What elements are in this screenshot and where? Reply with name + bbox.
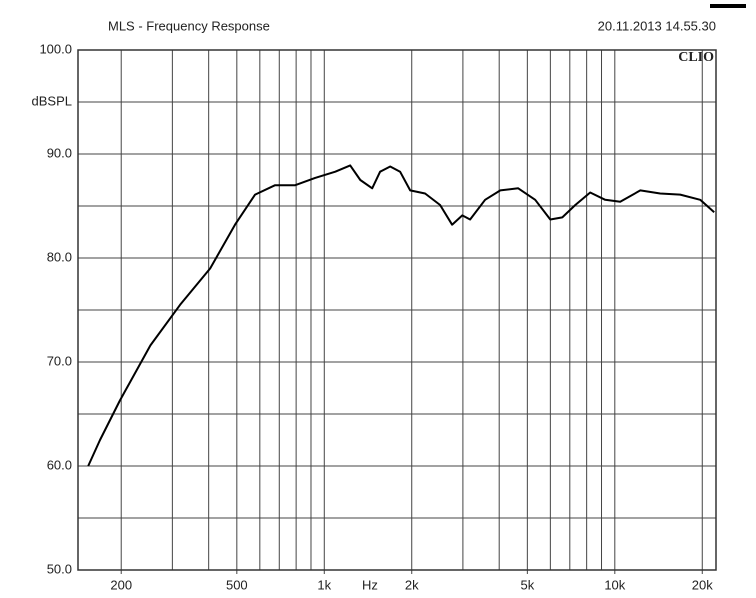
y-tick-label: 90.0 [47, 145, 72, 160]
timestamp: 20.11.2013 14.55.30 [598, 18, 716, 33]
chart-title: MLS - Frequency Response [108, 18, 270, 33]
y-tick-label: 100.0 [39, 41, 72, 56]
x-tick-label: 1k [317, 577, 331, 592]
x-tick-label: 2k [405, 577, 419, 592]
x-tick-label: 200 [110, 577, 132, 592]
y-tick-label: 80.0 [47, 249, 72, 264]
x-tick-label: 10k [604, 577, 625, 592]
y-tick-label: 70.0 [47, 353, 72, 368]
x-tick-label: 5k [520, 577, 534, 592]
y-tick-label: 50.0 [47, 561, 72, 576]
x-axis-label: Hz [362, 577, 378, 592]
response-line [87, 164, 715, 467]
corner-mark [710, 4, 746, 8]
x-tick-label: 500 [226, 577, 248, 592]
y-tick-label: 60.0 [47, 457, 72, 472]
brand: CLIO [678, 50, 714, 65]
y-axis-label: dBSPL [32, 93, 72, 108]
plot-frame [77, 49, 717, 571]
x-tick-label: 20k [692, 577, 713, 592]
